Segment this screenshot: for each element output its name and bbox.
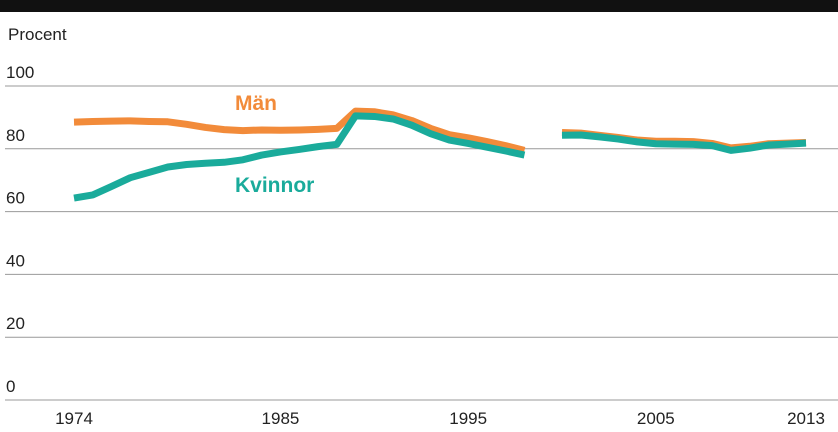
series-line <box>73 112 807 202</box>
y-tick-label: 0 <box>6 377 15 396</box>
x-tick-label: 1995 <box>449 409 487 428</box>
y-tick-label: 20 <box>6 314 25 333</box>
series-label: Kvinnor <box>235 174 314 197</box>
y-axis-label: Procent <box>8 25 67 44</box>
y-tick-label: 100 <box>6 63 34 82</box>
x-tick-label: 1974 <box>55 409 93 428</box>
x-tick-label: 2013 <box>787 409 825 428</box>
series-label: Män <box>235 92 277 115</box>
top-bar <box>0 0 838 12</box>
y-tick-label: 60 <box>6 189 25 208</box>
y-tick-label: 40 <box>6 251 25 270</box>
y-tick-label: 80 <box>6 126 25 145</box>
x-tick-label: 2005 <box>637 409 675 428</box>
x-tick-label: 1985 <box>262 409 300 428</box>
